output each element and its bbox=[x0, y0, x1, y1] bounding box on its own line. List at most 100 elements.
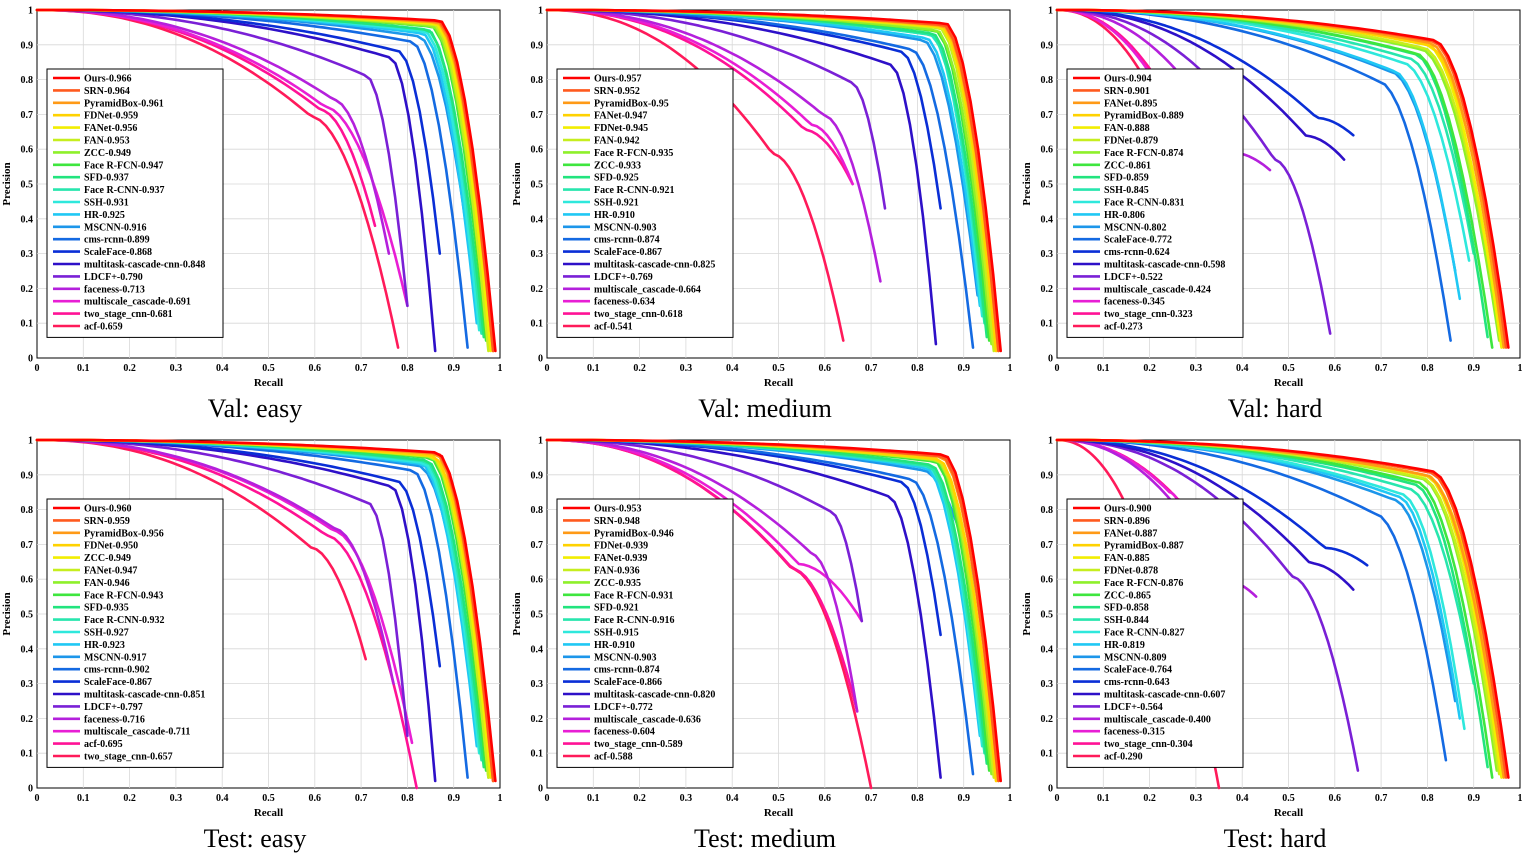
chart-caption: Test: medium bbox=[694, 824, 836, 853]
y-tick-label: 0.1 bbox=[21, 749, 34, 760]
legend-entry: faceness-0.604 bbox=[594, 727, 655, 738]
legend-entry: Face R-FCN-0.935 bbox=[594, 148, 673, 159]
y-tick-label: 0.3 bbox=[531, 249, 544, 260]
legend-entry: multitask-cascade-cnn-0.598 bbox=[1104, 260, 1225, 271]
y-tick-label: 0.6 bbox=[1041, 145, 1054, 156]
legend-entry: FAN-0.885 bbox=[1104, 553, 1150, 564]
legend-entry: SSH-0.927 bbox=[84, 628, 129, 639]
x-tick-label: 0.8 bbox=[911, 363, 924, 374]
y-tick-label: 0.2 bbox=[21, 714, 34, 725]
legend-entry: LDCF+-0.564 bbox=[1104, 702, 1163, 713]
legend-entry: cms-rcnn-0.874 bbox=[594, 665, 660, 676]
curve-17 bbox=[545, 438, 859, 713]
legend-entry: MSCNN-0.917 bbox=[84, 652, 147, 663]
legend-entry: SFD-0.858 bbox=[1104, 603, 1149, 614]
legend-entry: FDNet-0.959 bbox=[84, 111, 138, 122]
y-tick-label: 0.9 bbox=[21, 470, 34, 481]
x-tick-label: 0 bbox=[1055, 363, 1060, 374]
legend-entry: acf-0.588 bbox=[594, 752, 633, 763]
chart-caption: Val: hard bbox=[1227, 394, 1323, 423]
y-tick-label: 0 bbox=[28, 784, 33, 795]
y-tick-label: 0.3 bbox=[531, 679, 544, 690]
x-tick-label: 0.3 bbox=[680, 793, 693, 804]
legend-entry: PyramidBox-0.961 bbox=[84, 98, 164, 109]
legend-entry: SSH-0.931 bbox=[84, 198, 129, 209]
y-tick-label: 0.7 bbox=[1041, 110, 1054, 121]
y-tick-label: 0.5 bbox=[1041, 180, 1054, 191]
chart-caption: Test: hard bbox=[1223, 824, 1327, 853]
x-tick-label: 0.1 bbox=[77, 363, 90, 374]
legend-entry: SSH-0.915 bbox=[594, 628, 639, 639]
x-tick-label: 0.2 bbox=[633, 363, 646, 374]
panel-val-hard: 0 0.1 0.2 0.3 0.4 0.5 0.6 0.7 0.8 0.9 1 0 0.1 0.2 0.3 0… bbox=[1020, 0, 1530, 428]
curve-14 bbox=[1055, 438, 1369, 567]
legend-entry: cms-rcnn-0.624 bbox=[1104, 247, 1170, 258]
y-tick-label: 0.2 bbox=[1041, 714, 1054, 725]
legend-entry: PyramidBox-0.887 bbox=[1104, 541, 1184, 552]
legend-entry: multiscale_cascade-0.691 bbox=[84, 297, 191, 308]
x-tick-label: 0.7 bbox=[865, 363, 878, 374]
legend-entry: acf-0.290 bbox=[1104, 752, 1143, 763]
chart-caption: Test: easy bbox=[203, 824, 307, 853]
legend-entry: cms-rcnn-0.899 bbox=[84, 235, 150, 246]
x-tick-label: 0.4 bbox=[726, 363, 739, 374]
x-tick-label: 0.5 bbox=[262, 793, 275, 804]
legend-entry: SRN-0.896 bbox=[1104, 516, 1150, 527]
y-axis-label: Precision bbox=[511, 592, 523, 635]
y-tick-label: 0.8 bbox=[1041, 75, 1054, 86]
y-tick-label: 0 bbox=[1048, 784, 1053, 795]
pr-chart-test-hard: 0 0.1 0.2 0.3 0.4 0.5 0.6 0.7 0.8 0.9 1 0 0.1 0.2 0.3 0… bbox=[1021, 436, 1523, 820]
legend-entry: faceness-0.634 bbox=[594, 297, 655, 308]
x-tick-label: 0.6 bbox=[309, 793, 322, 804]
x-tick-label: 1 bbox=[498, 363, 503, 374]
curve-20 bbox=[545, 8, 845, 342]
x-tick-label: 1 bbox=[1008, 363, 1013, 374]
legend-entry: two_stage_cnn-0.323 bbox=[1104, 309, 1193, 320]
legend-entry: SFD-0.935 bbox=[84, 603, 129, 614]
legend-entry: ScaleFace-0.867 bbox=[84, 677, 152, 688]
panel-test-easy: 0 0.1 0.2 0.3 0.4 0.5 0.6 0.7 0.8 0.9 1 0 0.1 0.2 0.3 0… bbox=[0, 430, 510, 858]
legend-entry: ScaleFace-0.867 bbox=[594, 247, 662, 258]
y-tick-label: 0 bbox=[1048, 354, 1053, 365]
y-tick-label: 0.4 bbox=[531, 644, 544, 655]
x-tick-label: 0.9 bbox=[447, 363, 460, 374]
panel-val-easy: 0 0.1 0.2 0.3 0.4 0.5 0.6 0.7 0.8 0.9 1 0 0.1 0.2 0.3 0… bbox=[0, 0, 510, 428]
legend-entry: FDNet-0.878 bbox=[1104, 566, 1158, 577]
legend-entry: multiscale_cascade-0.400 bbox=[1104, 714, 1211, 725]
x-tick-label: 0.3 bbox=[170, 363, 183, 374]
legend-entry: SRN-0.964 bbox=[84, 86, 130, 97]
y-tick-label: 0.1 bbox=[21, 319, 34, 330]
x-tick-label: 0.8 bbox=[401, 363, 414, 374]
x-tick-label: 0.8 bbox=[1421, 793, 1434, 804]
x-tick-label: 1 bbox=[1008, 793, 1013, 804]
curve-0 bbox=[1055, 438, 1510, 779]
legend-entry: FAN-0.936 bbox=[594, 566, 640, 577]
y-tick-label: 0.3 bbox=[21, 249, 34, 260]
legend-entry: Ours-0.966 bbox=[84, 74, 132, 85]
legend-entry: PyramidBox-0.889 bbox=[1104, 111, 1184, 122]
legend-entry: acf-0.695 bbox=[84, 739, 123, 750]
x-tick-label: 0 bbox=[35, 793, 40, 804]
legend-entry: MSCNN-0.916 bbox=[84, 222, 147, 233]
x-tick-label: 0.5 bbox=[262, 363, 275, 374]
legend-entry: ZCC-0.949 bbox=[84, 553, 131, 564]
legend-entry: HR-0.910 bbox=[594, 210, 635, 221]
y-tick-label: 0.4 bbox=[21, 644, 34, 655]
y-tick-label: 0.6 bbox=[1041, 575, 1054, 586]
legend-entry: faceness-0.713 bbox=[84, 284, 145, 295]
legend-entry: two_stage_cnn-0.304 bbox=[1104, 739, 1193, 750]
legend-entry: SFD-0.859 bbox=[1104, 173, 1149, 184]
x-tick-label: 0.6 bbox=[1329, 793, 1342, 804]
legend-entry: ZCC-0.949 bbox=[84, 148, 131, 159]
curve-0 bbox=[545, 8, 1002, 353]
legend-entry: SRN-0.948 bbox=[594, 516, 640, 527]
y-tick-label: 1 bbox=[538, 436, 543, 447]
y-tick-label: 0.3 bbox=[1041, 679, 1054, 690]
y-tick-label: 1 bbox=[28, 436, 33, 447]
x-tick-label: 0 bbox=[1055, 793, 1060, 804]
y-tick-label: 0.2 bbox=[21, 284, 34, 295]
x-tick-label: 1 bbox=[498, 793, 503, 804]
